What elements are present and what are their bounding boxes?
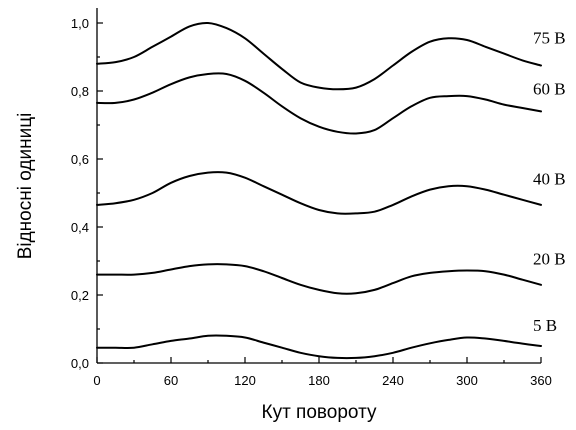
series-label: 20 В bbox=[533, 250, 566, 269]
series-label: 40 В bbox=[533, 170, 566, 189]
x-tick-label: 0 bbox=[93, 373, 100, 388]
x-tick-label: 180 bbox=[308, 373, 330, 388]
y-ticks: 0,0 0,2 0,4 0,6 0,8 1,0 bbox=[71, 16, 103, 371]
series-labels: 75 В 60 В 40 В 20 В 5 В bbox=[533, 29, 566, 335]
x-ticks: 0 60 120 180 240 300 360 bbox=[93, 357, 552, 388]
series-line bbox=[96, 263, 542, 295]
x-tick-label: 300 bbox=[456, 373, 478, 388]
series-label: 60 В bbox=[533, 80, 566, 99]
series-label: 75 В bbox=[533, 29, 566, 48]
series-lines bbox=[96, 21, 542, 360]
y-tick-label: 0,6 bbox=[71, 152, 89, 167]
series-label: 5 В bbox=[533, 316, 557, 335]
y-tick-label: 0,2 bbox=[71, 288, 89, 303]
y-tick-label: 1,0 bbox=[71, 16, 89, 31]
x-tick-label: 240 bbox=[382, 373, 404, 388]
y-tick-label: 0,0 bbox=[71, 356, 89, 371]
x-tick-label: 120 bbox=[234, 373, 256, 388]
series-line bbox=[96, 171, 542, 215]
series-line bbox=[96, 72, 542, 135]
axes bbox=[96, 8, 541, 364]
x-tick-label: 360 bbox=[530, 373, 552, 388]
x-axis-title: Кут повороту bbox=[262, 402, 377, 423]
x-tick-label: 60 bbox=[164, 373, 178, 388]
y-tick-label: 0,4 bbox=[71, 220, 89, 235]
series-line bbox=[96, 334, 542, 360]
y-axis-title: Відносні одиниці bbox=[15, 113, 36, 260]
series-line bbox=[96, 21, 542, 91]
y-tick-label: 0,8 bbox=[71, 84, 89, 99]
